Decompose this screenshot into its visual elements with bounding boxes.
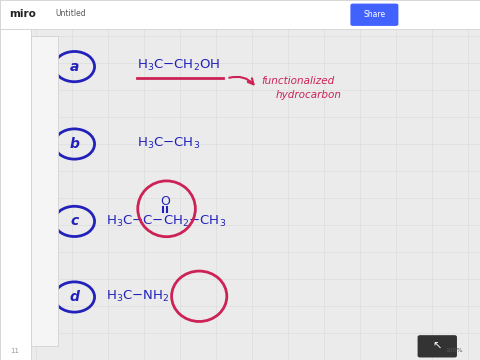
Text: hydrocarbon: hydrocarbon — [276, 90, 342, 100]
Text: O: O — [160, 195, 170, 208]
Text: 11: 11 — [11, 348, 20, 354]
FancyBboxPatch shape — [31, 36, 58, 346]
FancyBboxPatch shape — [0, 29, 31, 360]
Text: functionalized: functionalized — [262, 76, 335, 86]
Text: ↖: ↖ — [432, 341, 442, 351]
Text: 100%: 100% — [445, 348, 463, 353]
Text: Share: Share — [363, 10, 385, 19]
Text: H$_3$C$-$CH$_2$OH: H$_3$C$-$CH$_2$OH — [137, 58, 220, 73]
Text: H$_3$C$-$NH$_2$: H$_3$C$-$NH$_2$ — [106, 289, 168, 304]
Text: c: c — [70, 215, 79, 228]
Text: b: b — [70, 137, 79, 151]
FancyBboxPatch shape — [418, 335, 457, 357]
Text: d: d — [70, 290, 79, 304]
Text: H$_3$C$-$CH$_3$: H$_3$C$-$CH$_3$ — [137, 136, 200, 151]
Text: H$_3$C$-$C$-$CH$_2$$-$CH$_3$: H$_3$C$-$C$-$CH$_2$$-$CH$_3$ — [106, 214, 226, 229]
Text: a: a — [70, 60, 79, 73]
Text: miro: miro — [9, 9, 36, 19]
FancyBboxPatch shape — [0, 0, 480, 29]
FancyBboxPatch shape — [350, 4, 398, 26]
Text: Untitled: Untitled — [55, 9, 86, 18]
